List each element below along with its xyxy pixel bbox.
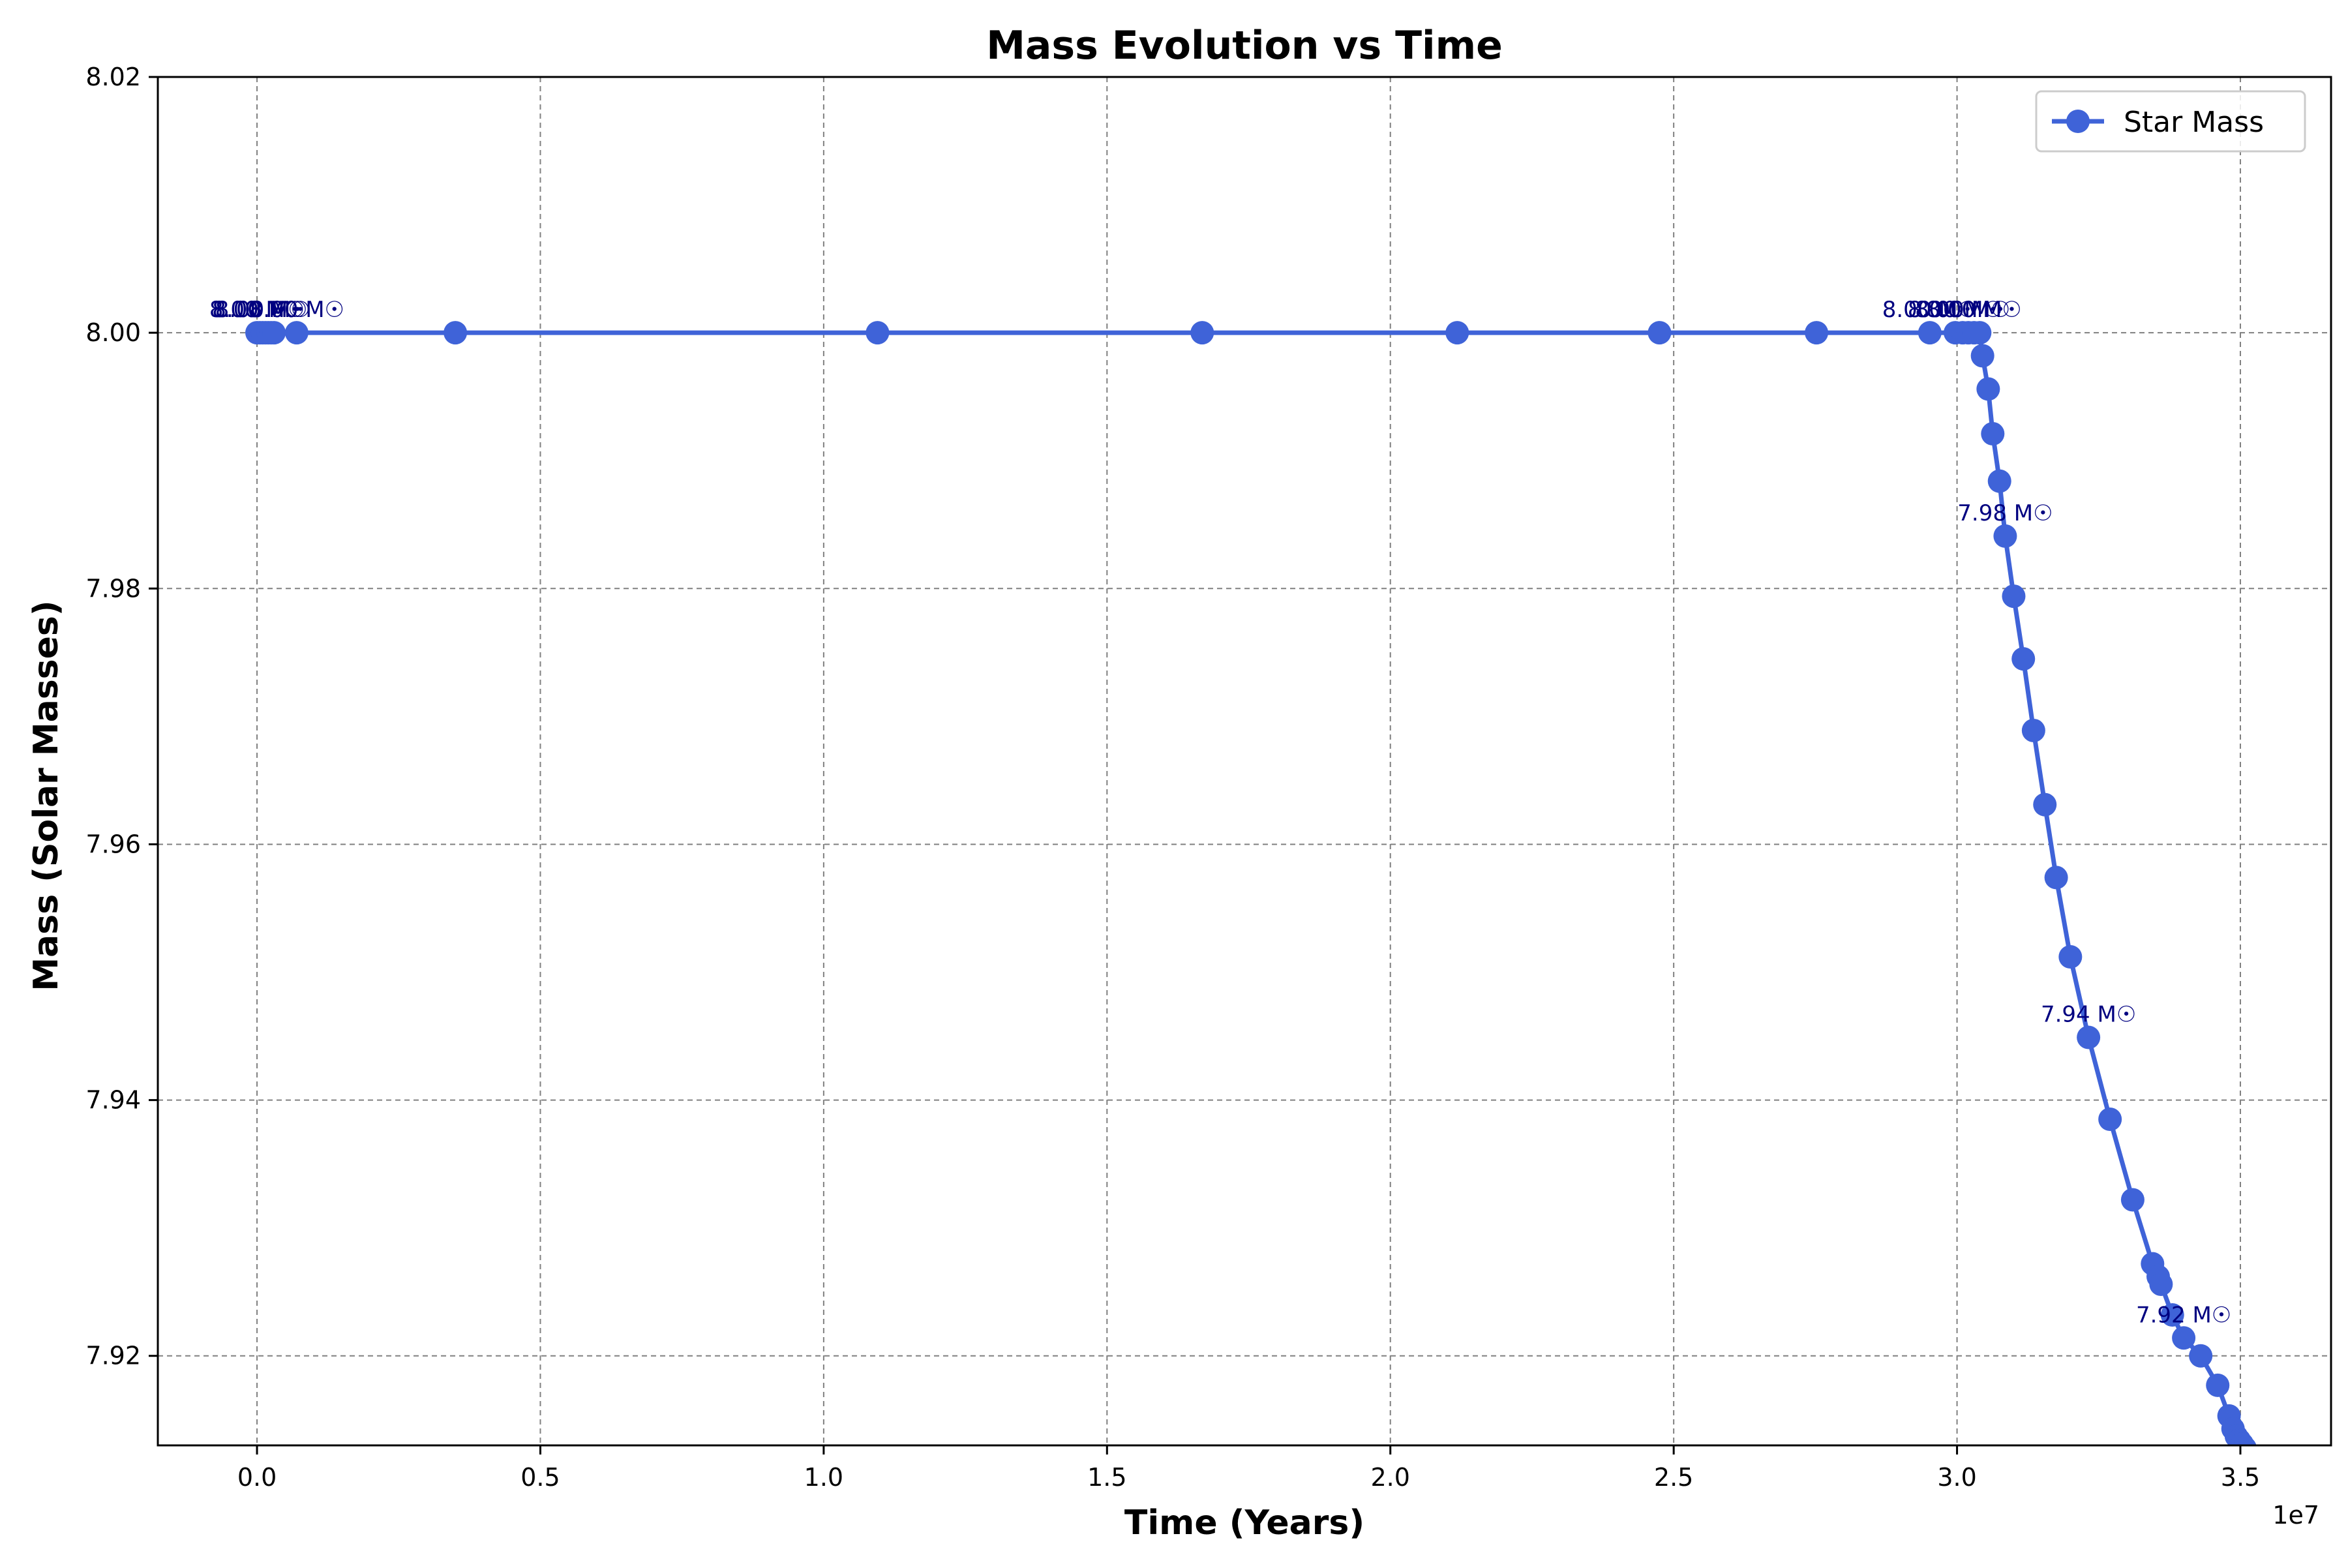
x-axis-label: Time (Years): [1124, 1503, 1364, 1543]
x-tick-label: 2.0: [1371, 1463, 1410, 1492]
data-annotation: 8.00 M☉: [212, 297, 307, 323]
data-point: [2021, 718, 2045, 742]
data-point: [1805, 321, 1829, 345]
x-axis-offset-label: 1e7: [2272, 1501, 2319, 1530]
y-tick-label: 7.96: [85, 830, 141, 858]
data-point: [1970, 344, 1994, 368]
data-annotation: 8.00 M☉: [215, 297, 310, 323]
y-tick-label: 7.94: [85, 1086, 141, 1115]
data-point: [2002, 584, 2026, 609]
data-point: [1981, 422, 2005, 446]
data-annotation: 8.00 M☉: [249, 297, 344, 323]
data-point: [1918, 321, 1942, 345]
data-annotation: 8.00 M☉: [1882, 297, 1978, 323]
x-tick-label: 3.5: [2221, 1463, 2260, 1492]
chart-title: Mass Evolution vs Time: [986, 23, 1503, 68]
data-annotation: 8.00 M☉: [209, 297, 305, 323]
y-tick-label: 7.92: [85, 1342, 141, 1370]
y-axis-label: Mass (Solar Masses): [27, 600, 66, 991]
data-point: [2011, 647, 2036, 671]
legend-marker-swatch: [2066, 110, 2090, 133]
data-point: [284, 321, 309, 345]
data-point: [2098, 1108, 2122, 1132]
data-point: [2160, 1303, 2184, 1327]
data-annotation: 7.94 M☉: [2041, 1002, 2136, 1028]
data-point: [262, 321, 286, 345]
legend: Star Mass: [2035, 90, 2306, 153]
data-point: [1993, 524, 2017, 548]
data-point: [1976, 377, 2000, 401]
x-tick-label: 0.5: [520, 1463, 560, 1492]
data-point: [2189, 1344, 2213, 1368]
x-tick-label: 1.0: [804, 1463, 843, 1492]
legend-box: [2035, 90, 2306, 153]
data-point: [2077, 1025, 2101, 1049]
data-point: [2149, 1272, 2173, 1296]
y-tick-label: 8.00: [85, 318, 141, 347]
data-point: [2233, 1436, 2257, 1445]
data-point: [2033, 792, 2057, 817]
data-point: [2044, 866, 2068, 890]
data-point: [1968, 321, 1992, 345]
data-point: [865, 321, 890, 345]
series-layer: [245, 321, 2257, 1445]
annotation-layer: 8.00 M☉8.00 M☉8.00 M☉8.00 M☉ 8.00 M☉8.00 …: [209, 297, 2231, 1328]
data-point: [444, 321, 468, 345]
data-point: [1445, 321, 1469, 345]
x-tick-label: 0.0: [237, 1463, 277, 1492]
plot-area-frame: [157, 76, 2332, 1447]
data-point: [1190, 321, 1214, 345]
data-annotation: 8.00 M☉: [1915, 297, 2010, 323]
legend-label: Star Mass: [2124, 106, 2264, 139]
data-annotation: 7.92 M☉: [2136, 1302, 2231, 1328]
data-point: [1648, 321, 1672, 345]
axes-frame-layer: [157, 76, 2332, 1447]
data-point: [2172, 1326, 2196, 1350]
data-point: [2120, 1188, 2145, 1212]
data-annotation: 8.00 M☉: [1908, 297, 2003, 323]
y-tick-label: 8.02: [85, 63, 141, 91]
data-point: [1987, 469, 2011, 493]
x-tick-label: 2.5: [1654, 1463, 1693, 1492]
x-tick-label: 3.0: [1937, 1463, 1976, 1492]
data-annotation: 7.98 M☉: [1957, 500, 2053, 526]
data-point: [2206, 1373, 2230, 1397]
y-tick-label: 7.98: [85, 574, 141, 603]
data-annotation: 8.00 M☉: [1926, 297, 2021, 323]
data-point: [2058, 944, 2083, 969]
tick-layer: 0.0 0.5 1.0 1.5 2.0 2.5 3.0 3.5 7.92 7.94 7.96 7.98…: [85, 63, 2260, 1492]
x-tick-label: 1.5: [1087, 1463, 1126, 1492]
